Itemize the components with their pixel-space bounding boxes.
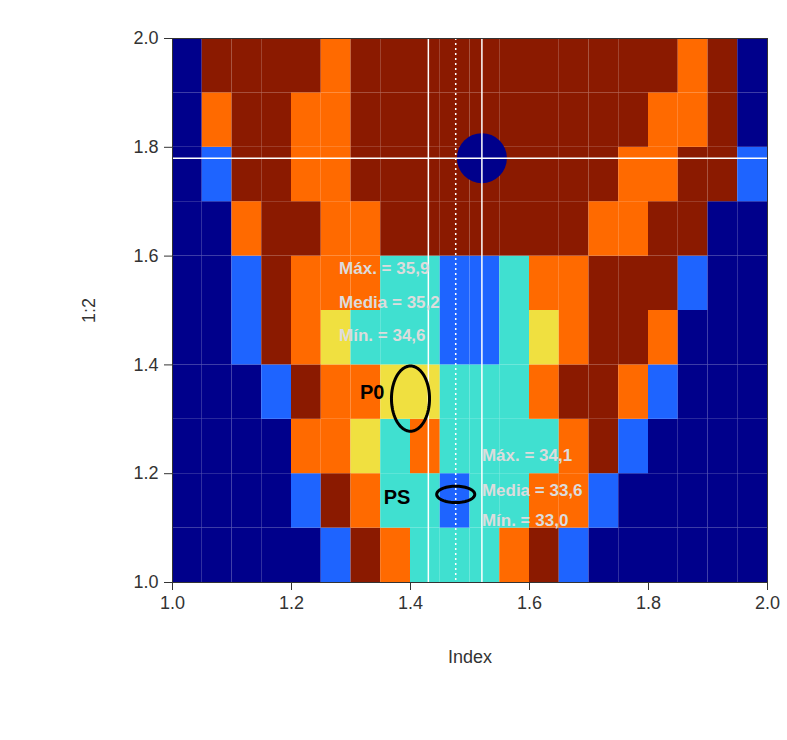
svg-text:Index: Index bbox=[448, 647, 492, 667]
svg-text:1:2: 1:2 bbox=[79, 298, 99, 323]
svg-text:Máx. = 34,1: Máx. = 34,1 bbox=[482, 446, 572, 465]
svg-text:1.8: 1.8 bbox=[133, 137, 158, 157]
svg-text:Media = 35,2: Media = 35,2 bbox=[339, 293, 440, 312]
svg-text:Mín. = 33,0: Mín. = 33,0 bbox=[482, 511, 568, 530]
svg-text:1.4: 1.4 bbox=[398, 593, 423, 613]
svg-text:1.0: 1.0 bbox=[160, 593, 185, 613]
svg-text:Media = 33,6: Media = 33,6 bbox=[482, 481, 583, 500]
svg-text:PS: PS bbox=[384, 486, 411, 508]
svg-text:1.4: 1.4 bbox=[133, 355, 158, 375]
svg-text:1.6: 1.6 bbox=[133, 246, 158, 266]
svg-text:Mín. = 34,6: Mín. = 34,6 bbox=[339, 326, 425, 345]
svg-text:1.2: 1.2 bbox=[133, 463, 158, 483]
svg-text:1.2: 1.2 bbox=[279, 593, 304, 613]
svg-text:P0: P0 bbox=[360, 381, 384, 403]
svg-text:2.0: 2.0 bbox=[133, 28, 158, 48]
svg-text:1.6: 1.6 bbox=[517, 593, 542, 613]
svg-text:1.8: 1.8 bbox=[636, 593, 661, 613]
svg-text:Máx. = 35,9: Máx. = 35,9 bbox=[339, 259, 429, 278]
svg-text:2.0: 2.0 bbox=[755, 593, 780, 613]
svg-text:1.0: 1.0 bbox=[133, 572, 158, 592]
